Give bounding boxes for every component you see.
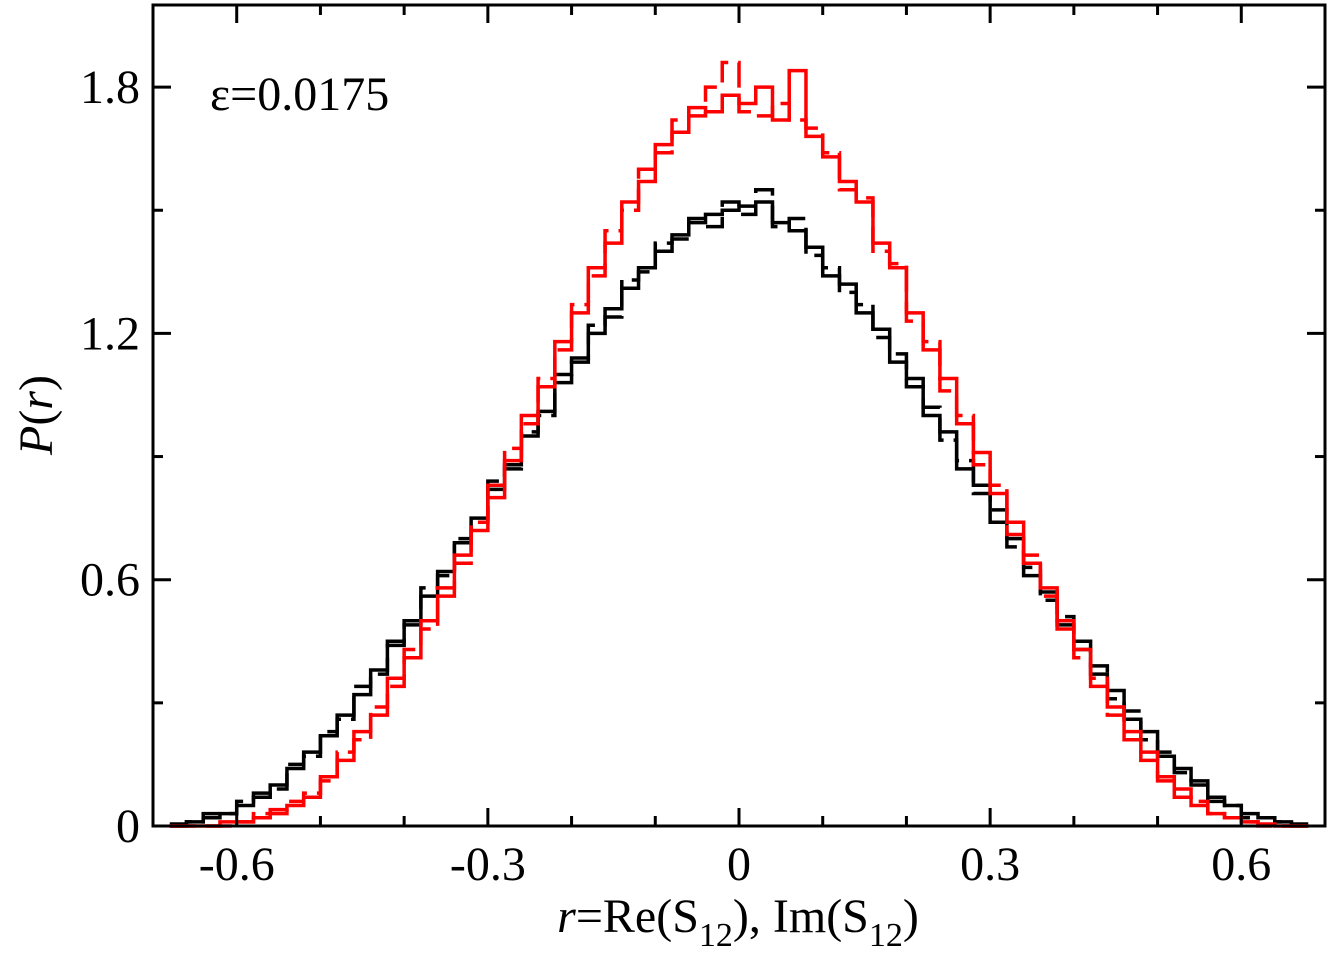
x-label-subscript: 12: [699, 917, 733, 954]
series-red-dashed: [169, 60, 1309, 828]
x-label-part: ), Im(S: [733, 890, 869, 943]
x-label-subscript: 12: [869, 917, 903, 954]
x-label-part: =Re(S: [576, 890, 699, 943]
tick-labels: -0.6 -0.3 0 0.3 0.6 0 0.6 1.2 1.8: [80, 61, 1271, 891]
x-tick-label: -0.3: [450, 838, 526, 891]
plot-frame: [151, 3, 1327, 828]
y-axis-label: P(r): [10, 375, 63, 456]
x-tick-label: -0.6: [199, 838, 275, 891]
x-axis-label: r=Re(S12), Im(S12): [557, 890, 919, 954]
y-tick-label: 0.6: [80, 554, 140, 607]
y-label-part: P: [10, 426, 63, 456]
y-tick-label: 0: [116, 800, 140, 853]
x-tick-label: 0.6: [1211, 838, 1271, 891]
y-label-part: r: [10, 391, 63, 410]
x-label-part: r: [557, 890, 576, 943]
x-tick-label: 0.3: [960, 838, 1020, 891]
series-red-solid: [169, 68, 1309, 828]
y-tick-label: 1.8: [80, 61, 140, 114]
x-label-part: ): [903, 890, 919, 943]
annotation-epsilon: ε=0.0175: [210, 68, 389, 121]
y-tick-label: 1.2: [80, 307, 140, 360]
series-black-solid: [169, 200, 1309, 826]
ticks-layer: [153, 5, 1325, 826]
y-label-part: ): [10, 375, 63, 391]
x-tick-label: 0: [727, 838, 751, 891]
series-layer: [169, 60, 1309, 828]
y-label-part: (: [10, 410, 63, 426]
